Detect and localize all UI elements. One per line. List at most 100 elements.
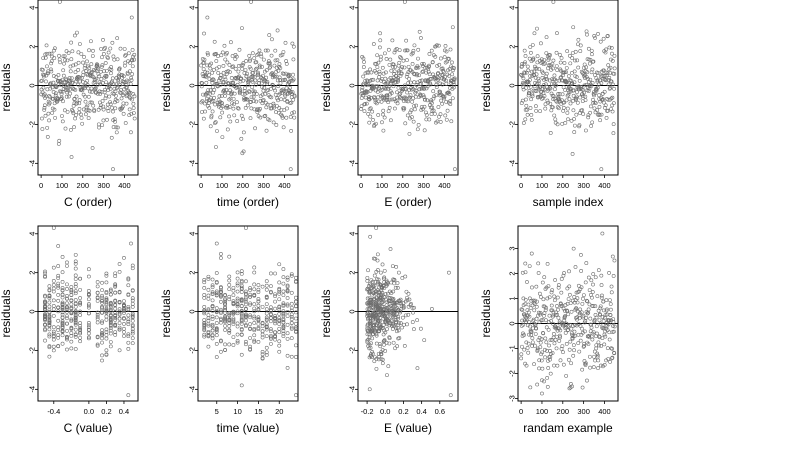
data-point [100, 298, 104, 303]
data-point [269, 333, 273, 338]
data-point [214, 306, 219, 311]
data-point [594, 343, 599, 348]
data-point [41, 74, 46, 79]
data-point [263, 113, 268, 118]
data-point [69, 346, 74, 351]
data-point [277, 297, 282, 302]
data-point [291, 44, 296, 49]
data-point [607, 45, 612, 50]
data-point [69, 302, 74, 307]
data-point [444, 81, 449, 86]
data-point [444, 49, 449, 54]
data-point [443, 113, 448, 118]
data-point [203, 70, 208, 75]
data-point [544, 51, 549, 56]
data-point [257, 78, 262, 83]
data-point [605, 34, 610, 39]
data-point [117, 290, 122, 295]
data-point [248, 288, 252, 292]
data-point [596, 340, 601, 345]
data-point [579, 310, 584, 315]
data-point [521, 76, 526, 81]
y-tick-label: -1 [508, 345, 517, 352]
data-point [237, 74, 241, 79]
scatter-points [39, 0, 137, 172]
data-point [269, 305, 273, 310]
data-point [212, 88, 217, 92]
data-point [108, 344, 113, 349]
data-point [419, 105, 424, 109]
data-point [100, 336, 104, 341]
data-point [45, 64, 49, 69]
data-point [592, 319, 597, 324]
data-point [601, 97, 605, 102]
data-point [538, 340, 543, 345]
data-point [260, 324, 265, 329]
data-point [289, 273, 294, 278]
data-point [219, 94, 224, 98]
data-point [111, 109, 115, 114]
data-point [281, 302, 286, 307]
data-point [588, 110, 592, 115]
data-point [529, 97, 534, 102]
data-point [450, 25, 455, 30]
data-point [65, 314, 69, 318]
data-point [244, 339, 248, 344]
data-point [579, 285, 584, 290]
data-point [65, 260, 69, 265]
data-point [544, 340, 549, 345]
data-point [382, 314, 386, 319]
data-point [91, 67, 96, 72]
data-point [65, 347, 69, 352]
data-point [88, 100, 93, 105]
data-point [289, 128, 294, 133]
data-point [553, 83, 558, 88]
data-point [389, 291, 394, 295]
data-point [285, 302, 290, 307]
data-point [244, 323, 248, 327]
data-point [447, 85, 452, 90]
data-point [220, 135, 225, 139]
data-point [602, 315, 607, 320]
data-point [547, 295, 552, 300]
data-point [609, 79, 614, 84]
data-point [56, 283, 61, 288]
data-point [69, 289, 74, 294]
data-point [110, 105, 114, 110]
data-point [560, 344, 565, 348]
data-point [277, 64, 281, 69]
data-point [566, 86, 571, 91]
data-point [382, 307, 386, 311]
data-point [519, 352, 524, 357]
data-point [281, 78, 286, 83]
data-point [104, 327, 109, 332]
data-point [391, 297, 396, 301]
data-point [47, 332, 52, 337]
data-point [273, 299, 277, 304]
data-point [237, 91, 242, 96]
data-point [384, 313, 389, 318]
data-point [81, 60, 85, 65]
data-point [610, 355, 615, 360]
data-point [43, 322, 47, 327]
data-point [584, 361, 588, 366]
data-point [532, 84, 537, 89]
data-point [132, 116, 137, 121]
data-point [552, 73, 557, 78]
data-point [582, 341, 586, 346]
data-point [118, 90, 122, 95]
data-point [104, 308, 109, 313]
data-point [51, 329, 56, 334]
data-point [275, 58, 280, 63]
data-point [79, 112, 83, 117]
data-point [554, 64, 559, 69]
data-point [416, 47, 421, 52]
data-point [206, 308, 211, 313]
x-tick-label: 0.0 [380, 407, 390, 416]
data-point [545, 384, 550, 389]
data-point [122, 47, 127, 51]
data-point [588, 316, 593, 321]
data-point [294, 299, 298, 304]
data-point [412, 305, 416, 310]
data-point [403, 313, 408, 318]
